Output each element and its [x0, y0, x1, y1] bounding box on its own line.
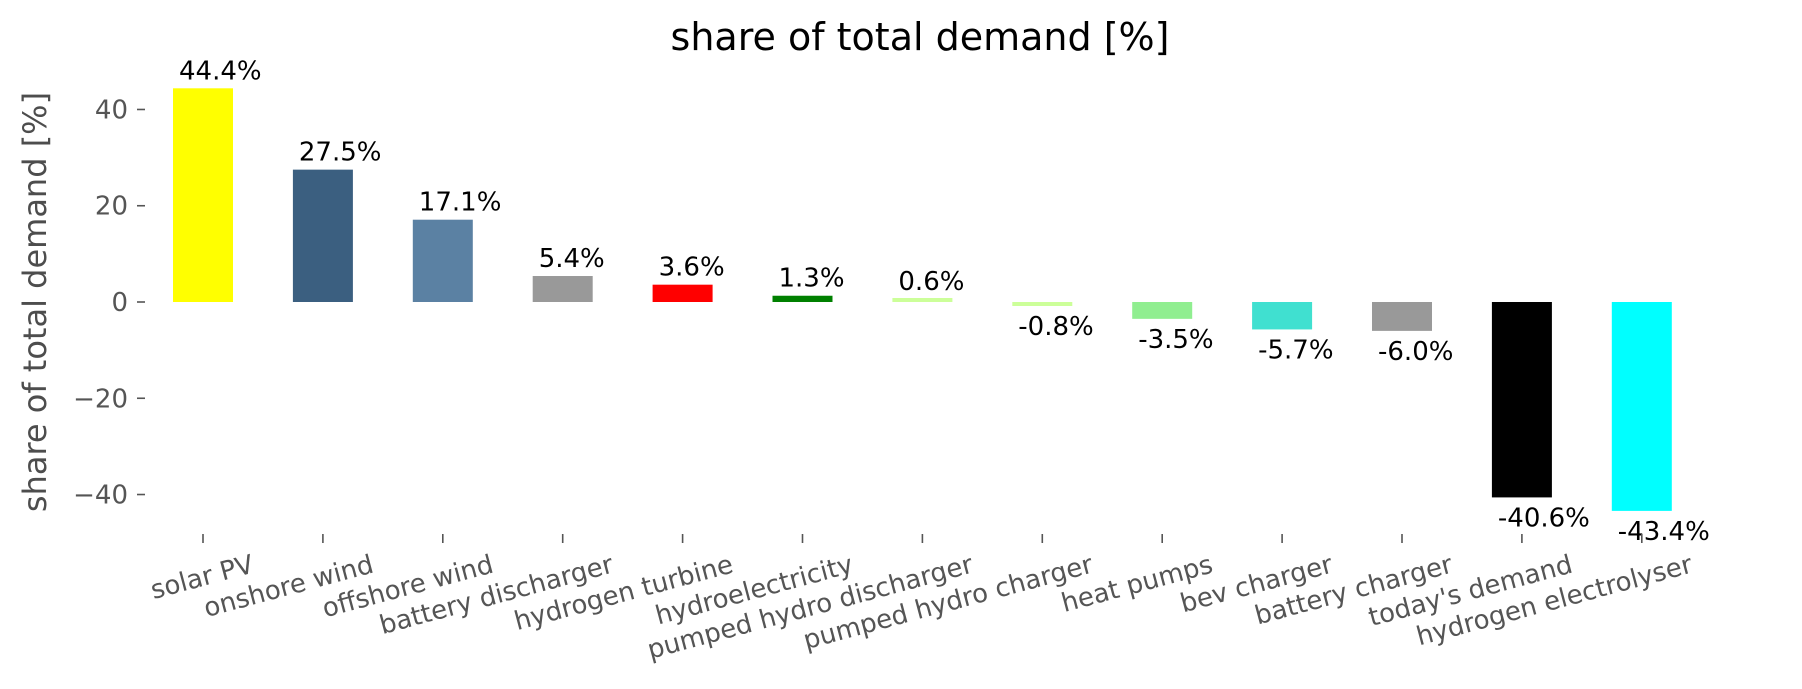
y-tick-label: 40	[95, 95, 128, 125]
y-axis: 40 20 0 −20 −40	[73, 95, 145, 511]
y-tick-label: 20	[95, 192, 128, 222]
data-label: 5.4%	[539, 244, 605, 274]
y-tick-label: 0	[111, 288, 128, 318]
bar	[1012, 302, 1073, 306]
data-label: 27.5%	[299, 138, 382, 168]
y-tick-label: −20	[73, 384, 128, 414]
bar	[1372, 302, 1432, 331]
data-label: -43.4%	[1618, 517, 1710, 547]
data-label: -3.5%	[1138, 325, 1213, 355]
data-label: 0.6%	[898, 267, 964, 297]
bar	[892, 298, 953, 302]
data-label: -6.0%	[1378, 337, 1453, 367]
y-tick-label: −40	[73, 481, 128, 511]
bar	[1611, 302, 1672, 511]
data-label: -0.8%	[1018, 312, 1093, 342]
data-label: -40.6%	[1498, 503, 1590, 533]
bar	[412, 219, 473, 302]
data-label: -5.7%	[1258, 335, 1333, 365]
bar	[292, 169, 353, 302]
bar	[652, 284, 713, 302]
y-axis-label: share of total demand [%]	[16, 92, 54, 512]
bars: 44.4% 27.5% 17.1% 5.4% 3.6% 1.3% 0.6% -0.8% -3.5…	[173, 56, 1710, 547]
bar	[1491, 302, 1552, 498]
bar	[1132, 302, 1193, 319]
bar	[772, 295, 833, 302]
data-label: 17.1%	[419, 188, 502, 218]
chart-title: share of total demand [%]	[671, 15, 1170, 59]
bar	[1252, 302, 1313, 330]
bar	[532, 276, 593, 302]
data-label: 44.4%	[179, 56, 262, 86]
data-label: 3.6%	[659, 253, 725, 283]
bar	[173, 88, 233, 303]
data-label: 1.3%	[779, 264, 845, 294]
